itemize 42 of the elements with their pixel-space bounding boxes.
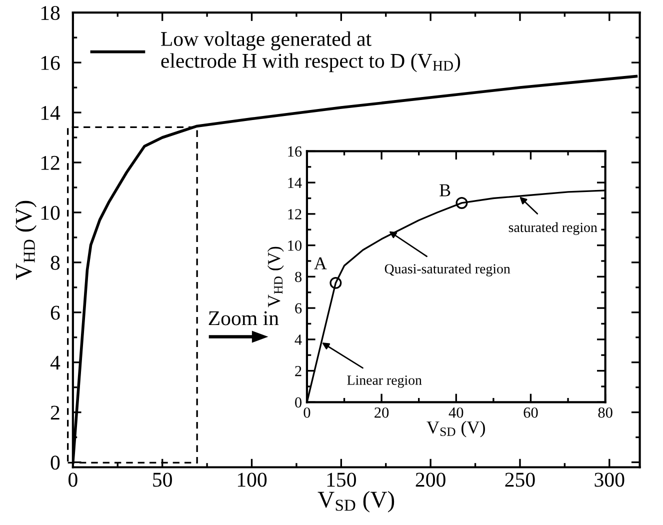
x-tick-label: 40: [448, 407, 464, 418]
y-tick-label: 2: [295, 366, 302, 376]
x-tick-label: 60: [524, 407, 538, 418]
legend-label: Low voltage generated at electrode H with respect to D (V$_{HD}$): [161, 31, 460, 72]
y-tick-label: 6: [50, 306, 60, 320]
y-axis-title: V$_{HD}$ (V): [267, 246, 284, 308]
y-tick-label: 10: [41, 206, 60, 220]
y-tick-label: 0: [295, 397, 302, 408]
y-tick-label: 14: [288, 178, 302, 188]
y-tick-label: 8: [50, 256, 60, 270]
y-axis-title: V$_{HD}$ (V): [15, 200, 37, 280]
annotation: Quasi-saturated region: [384, 264, 510, 276]
y-tick-label: 12: [41, 156, 60, 170]
y-tick-label: 10: [288, 240, 302, 251]
y-tick-label: 12: [288, 209, 302, 220]
annotation: Zoom in: [208, 311, 279, 326]
y-tick-label: 6: [295, 303, 302, 314]
x-tick-label: 100: [238, 472, 267, 487]
x-tick-label: 250: [505, 472, 535, 487]
y-tick-label: 16: [288, 146, 302, 157]
x-tick-label: 200: [416, 472, 446, 487]
annotation: B: [440, 184, 450, 196]
y-tick-label: 8: [295, 272, 302, 282]
x-tick-label: 0: [68, 472, 78, 487]
x-axis-title: V$_{SD}$ (V): [426, 420, 485, 438]
y-tick-label: 16: [41, 56, 60, 70]
x-tick-label: 20: [374, 407, 389, 418]
annotation: Linear region: [347, 376, 422, 388]
x-tick-label: 80: [598, 407, 612, 418]
y-tick-label: 0: [50, 456, 60, 470]
annotation: saturated region: [508, 222, 598, 235]
x-tick-label: 150: [327, 472, 356, 487]
y-tick-label: 2: [50, 406, 60, 420]
y-tick-label: 18: [41, 6, 60, 20]
x-tick-label: 50: [153, 472, 172, 487]
x-tick-label: 300: [594, 472, 624, 487]
y-tick-label: 4: [294, 334, 302, 345]
x-axis-title: V$_{SD}$ (V): [318, 491, 394, 512]
y-tick-label: 14: [41, 106, 60, 120]
x-tick-label: 0: [304, 407, 310, 418]
annotation: A: [314, 257, 327, 270]
y-tick-label: 4: [50, 356, 60, 370]
